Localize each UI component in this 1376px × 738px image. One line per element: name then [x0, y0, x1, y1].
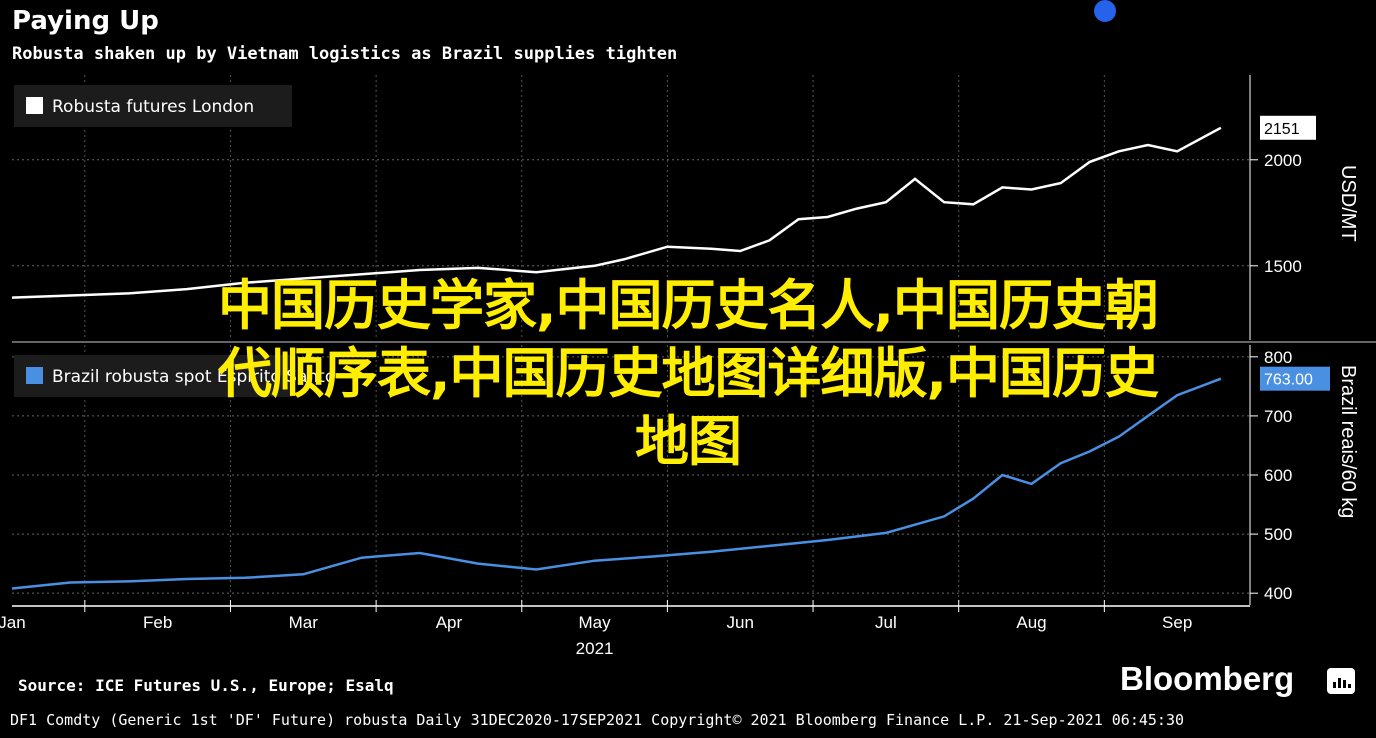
page-subtitle: Robusta shaken up by Vietnam logistics a…	[12, 44, 678, 64]
x-tick-label: May	[579, 613, 612, 632]
legend-box	[14, 355, 292, 397]
y-tick-label: 600	[1264, 466, 1292, 485]
x-axis: Jan Feb Mar Apr May Jun Jul Aug Sep 2021	[0, 341, 1376, 658]
legend-label: Robusta futures London	[52, 97, 254, 117]
y-tick-label: 2000	[1264, 151, 1302, 170]
x-tick-label: Sep	[1162, 613, 1192, 632]
series-line	[11, 126, 1222, 299]
legend-label: Brazil robusta spot Espirito Santo	[52, 367, 335, 387]
x-tick-label: Jan	[0, 613, 26, 632]
page-title: Paying Up	[12, 6, 159, 36]
overlay-line-3: 地图	[635, 410, 742, 473]
y-tick-label: 1500	[1264, 257, 1302, 276]
x-tick-label: Apr	[436, 613, 463, 632]
x-tick-label: Jun	[727, 613, 754, 632]
y-tick-label: 800	[1264, 348, 1292, 367]
x-tick-label: Jul	[875, 613, 897, 632]
bottom-panel: 400 500 600 700 800 Brazil reais/60 kg Brazil …	[11, 345, 1359, 605]
last-value-label: 2151	[1264, 121, 1300, 138]
y-axis-title: USD/MT	[1337, 165, 1359, 242]
bloomberg-logo: Bloomberg	[1120, 660, 1295, 697]
blue-dot-icon	[1094, 0, 1116, 22]
x-tick-label: Aug	[1016, 613, 1046, 632]
legend-swatch	[26, 97, 43, 114]
terminal-icon	[1327, 668, 1355, 694]
watermark-overlay: 中国历史学家,中国历史名人,中国历史朝 代顺序表,中国历史地图详细版,中国历史 …	[0, 272, 1376, 476]
top-panel: 1500 2000 USD/MT Robusta futures London 2151	[11, 75, 1359, 340]
legend-box	[14, 85, 292, 127]
source-text: Source: ICE Futures U.S., Europe; Esalq	[18, 676, 394, 695]
y-tick-label: 500	[1264, 525, 1292, 544]
legend-swatch	[26, 367, 43, 384]
x-tick-label: Feb	[143, 613, 172, 632]
y-tick-label: 400	[1264, 584, 1292, 603]
x-year-label: 2021	[576, 639, 614, 658]
y-axis-title: Brazil reais/60 kg	[1337, 365, 1359, 518]
last-value-box	[1260, 366, 1330, 391]
x-tick-label: Mar	[289, 613, 319, 632]
last-value-box	[1260, 115, 1316, 140]
series-line	[11, 377, 1222, 590]
last-value-label: 763.00	[1264, 372, 1313, 389]
overlay-line-2: 代顺序表,中国历史地图详细版,中国历史	[217, 342, 1159, 405]
footer-meta: DF1 Comdty (Generic 1st 'DF' Future) rob…	[10, 711, 1184, 729]
y-tick-label: 700	[1264, 407, 1292, 426]
overlay-line-1: 中国历史学家,中国历史名人,中国历史朝	[217, 274, 1159, 337]
